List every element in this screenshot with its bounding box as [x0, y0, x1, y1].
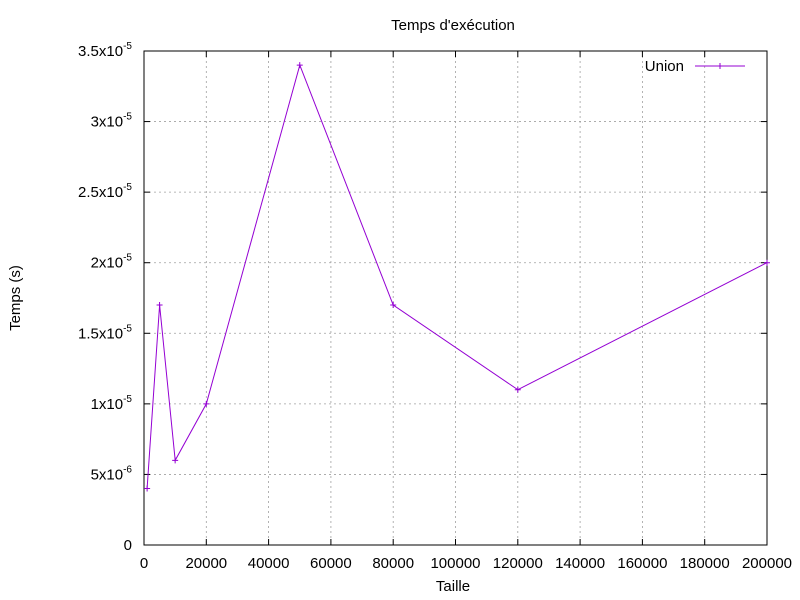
y-axis-label: Temps (s)	[7, 265, 24, 331]
data-point	[764, 259, 770, 266]
x-tick-label: 160000	[617, 555, 667, 572]
data-point	[144, 485, 151, 492]
series-line-union	[146, 63, 768, 489]
data-point	[296, 62, 303, 69]
y-tick-label: 1x10-5	[91, 394, 133, 413]
data-point	[172, 457, 179, 464]
y-tick-label: 2x10-5	[91, 253, 133, 272]
x-tick-label: 60000	[310, 555, 352, 572]
legend-label-union: Union	[645, 58, 684, 75]
legend-marker-union	[717, 63, 723, 69]
data-point	[514, 386, 521, 393]
x-tick-label: 40000	[248, 555, 290, 572]
axis-ticks: 0 20000 40000 60000 80000 100000 120000 140000 1…	[78, 41, 792, 572]
data-point	[390, 302, 397, 309]
series-layer	[144, 62, 770, 492]
x-tick-label: 80000	[372, 555, 414, 572]
x-tick-label: 120000	[493, 555, 543, 572]
y-tick-label: 2.5x10-5	[78, 182, 132, 201]
y-tick-label: 5x10-6	[91, 464, 133, 483]
x-tick-label: 180000	[680, 555, 730, 572]
y-tick-label: 3x10-5	[91, 112, 133, 131]
y-tick-label: 0	[124, 537, 132, 554]
legend: Union	[645, 58, 745, 75]
x-tick-label: 0	[140, 555, 148, 572]
chart-title: Temps d'exécution	[391, 17, 515, 34]
y-tick-label: 1.5x10-5	[78, 323, 132, 342]
data-point	[203, 400, 210, 407]
x-tick-label: 200000	[742, 555, 792, 572]
y-tick-label: 3.5x10-5	[78, 41, 132, 60]
data-point	[156, 302, 163, 309]
grid	[144, 51, 767, 545]
x-tick-label: 140000	[555, 555, 605, 572]
x-axis-label: Taille	[436, 578, 470, 595]
x-tick-label: 20000	[185, 555, 227, 572]
x-tick-label: 100000	[430, 555, 480, 572]
